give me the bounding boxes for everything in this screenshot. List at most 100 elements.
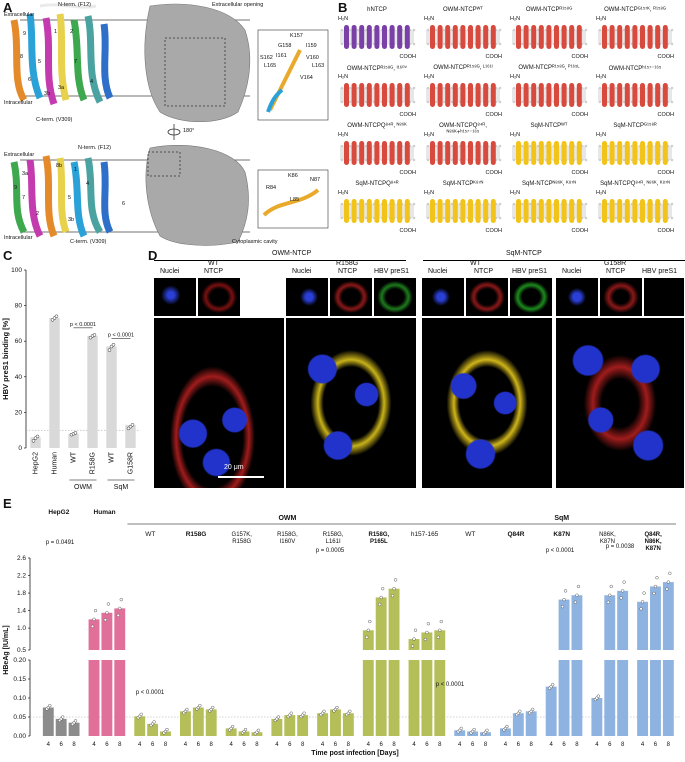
panel-c: 0 20 40 60 80 100 HBV preS1 binding [%] HepG2 Hu… (0, 258, 148, 496)
ntcp-topology: hNTCP H₂N COOH (338, 7, 417, 60)
lipid-head (434, 28, 438, 32)
residue-label: R84 (266, 185, 277, 191)
group-label: Human (94, 509, 116, 516)
x-tick-label: R158G (90, 452, 97, 474)
lipid-head (512, 144, 516, 148)
lipid-head (348, 202, 352, 206)
channel-label: Nuclei (292, 268, 312, 275)
lipid-head (450, 202, 454, 206)
ntcp-h2n-label: H₂N (596, 16, 607, 22)
helix-number: 3a (58, 85, 65, 91)
group-label: Q84R (508, 531, 525, 538)
x-tick-label: 6 (242, 742, 246, 748)
helix-number: 9 (14, 185, 18, 191)
group-label: P165L (370, 539, 388, 545)
lipid-head (442, 202, 446, 206)
bar (284, 715, 296, 736)
data-point (412, 637, 416, 641)
y-tick-label: 0.5 (17, 647, 26, 654)
tm-helix (490, 25, 496, 49)
label-extracellular-top: Extracellular (4, 12, 35, 18)
helix-number: 3a (22, 171, 29, 177)
x-tick-label: 8 (621, 742, 625, 748)
lipid-head (536, 216, 540, 220)
lipid-head (348, 216, 352, 220)
tm-helix (647, 25, 653, 49)
lipid-head (356, 100, 360, 104)
helix-number: 2 (36, 211, 40, 217)
tm-helix (460, 83, 466, 107)
data-point (439, 619, 443, 624)
data-point (92, 617, 96, 621)
lipid-head (364, 42, 368, 46)
ntcp-cooh-label: COOH (399, 54, 417, 60)
data-point (118, 606, 122, 610)
lipid-head (536, 86, 540, 90)
data-point (390, 594, 395, 598)
lipid-head (528, 216, 532, 220)
tm-helix (617, 83, 623, 107)
lipid-head (528, 202, 532, 206)
ntcp-topology-graphic (598, 25, 674, 49)
lipid-head (442, 216, 446, 220)
bar (525, 711, 537, 736)
tm-helix (602, 25, 607, 49)
ntcp-h2n-label: H₂N (510, 132, 521, 138)
data-point (576, 584, 581, 589)
ntcp-topology: SqM-NTCPᴳ¹⁵⁸ᴿ H₂N COOH (596, 123, 674, 176)
ntcp-cooh-label: COOH (399, 228, 417, 234)
helix-number: 3b (44, 91, 51, 97)
tm-helix (374, 141, 380, 165)
y-tick-label: 2.6 (17, 555, 26, 562)
ntcp-topology-graphic (340, 141, 416, 165)
lipid-head (340, 158, 344, 162)
x-tick-label: 6 (60, 742, 64, 748)
data-point (276, 715, 280, 719)
tm-helix (647, 83, 653, 107)
label-nterm-bottom: N-term. (F12) (78, 145, 111, 151)
bar (388, 660, 400, 736)
group-label: R158G, (369, 532, 390, 538)
x-tick-label: 8 (164, 742, 168, 748)
tm-helix (516, 83, 521, 107)
ntcp-topology-label: OWM-NTCPQ⁸⁴ᴿ, ᴺ⁸⁶ᴷ (347, 123, 407, 129)
lipid-head (340, 86, 344, 90)
tm-helix (430, 83, 435, 107)
bar (617, 590, 629, 650)
bar (421, 660, 433, 736)
y-tick-label: 100 (11, 267, 22, 274)
tm-helix (624, 25, 630, 49)
lipid-head (598, 28, 602, 32)
x-tick-label: 6 (334, 742, 338, 748)
data-point (436, 635, 440, 639)
lipid-head (442, 86, 446, 90)
tm-helix (359, 199, 365, 223)
tm-helix (344, 141, 349, 165)
ntcp-cooh-label: COOH (657, 54, 675, 60)
lipid-head (606, 28, 610, 32)
ntcp-topology: SqM-NTCPQ⁸⁴ᴿ, ᴺ⁸⁶ᴷ, ᴷ⁸⁷ᴺ H₂N COOH (596, 181, 674, 234)
x-tick-label: WT (109, 451, 116, 463)
lipid-head (614, 28, 618, 32)
data-point (551, 683, 555, 687)
tm-helix (640, 25, 645, 49)
x-tick-label: 4 (138, 742, 142, 748)
micrograph-owm-r158g-ntcp (330, 278, 372, 316)
y-tick-label: 40 (15, 374, 23, 381)
data-point (348, 709, 352, 713)
ntcp-h2n-label: H₂N (424, 190, 435, 196)
lipid-head (614, 216, 618, 220)
residue-label: K86 (288, 173, 298, 179)
tm-helix (531, 25, 537, 49)
panel-letter-e: E (3, 496, 12, 511)
y-tick-label: 0.05 (13, 714, 26, 721)
tm-helix (366, 83, 372, 107)
data-point (90, 624, 95, 628)
micrograph-sqm-wt-pres1 (510, 278, 552, 316)
bar (114, 608, 126, 650)
ntcp-topology: OWM-NTCPᴿ¹⁵⁸ᴳ, ᴸ¹⁶¹ᴵ H₂N COOH (424, 65, 502, 118)
ntcp-topology-label: OWM-NTCPᴿ¹⁵⁸ᴳ, ᴸ¹⁶¹ᴵ (433, 65, 493, 71)
lipid-head (520, 144, 524, 148)
x-tick-label: 6 (288, 742, 292, 748)
y-tick-label: 0.00 (13, 733, 26, 740)
